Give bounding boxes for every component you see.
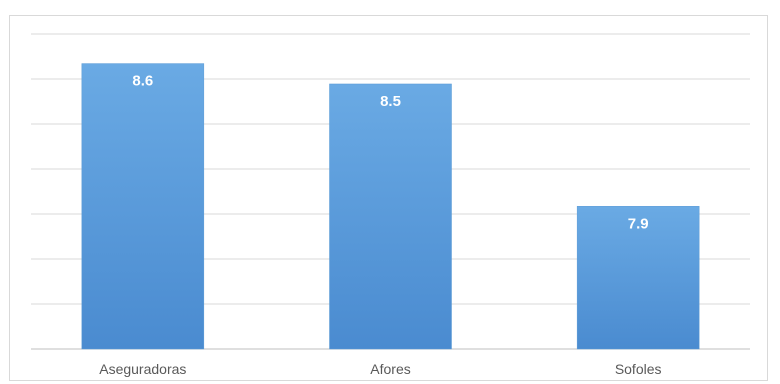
data-label-afores: 8.5 [380, 93, 401, 110]
category-label-afores: Afores [370, 361, 410, 377]
data-label-sofoles: 7.9 [628, 215, 649, 232]
labels: 8.6 Aseguradoras 8.5 Afores 7.9 Sofoles [99, 73, 661, 377]
category-label-sofoles: Sofoles [615, 361, 662, 377]
bar-aseguradoras [81, 63, 205, 350]
category-label-aseguradoras: Aseguradoras [99, 361, 186, 377]
bars [81, 63, 700, 350]
bar-afores [329, 83, 452, 350]
bar-sofoles [576, 206, 700, 350]
data-label-aseguradoras: 8.6 [132, 73, 153, 90]
